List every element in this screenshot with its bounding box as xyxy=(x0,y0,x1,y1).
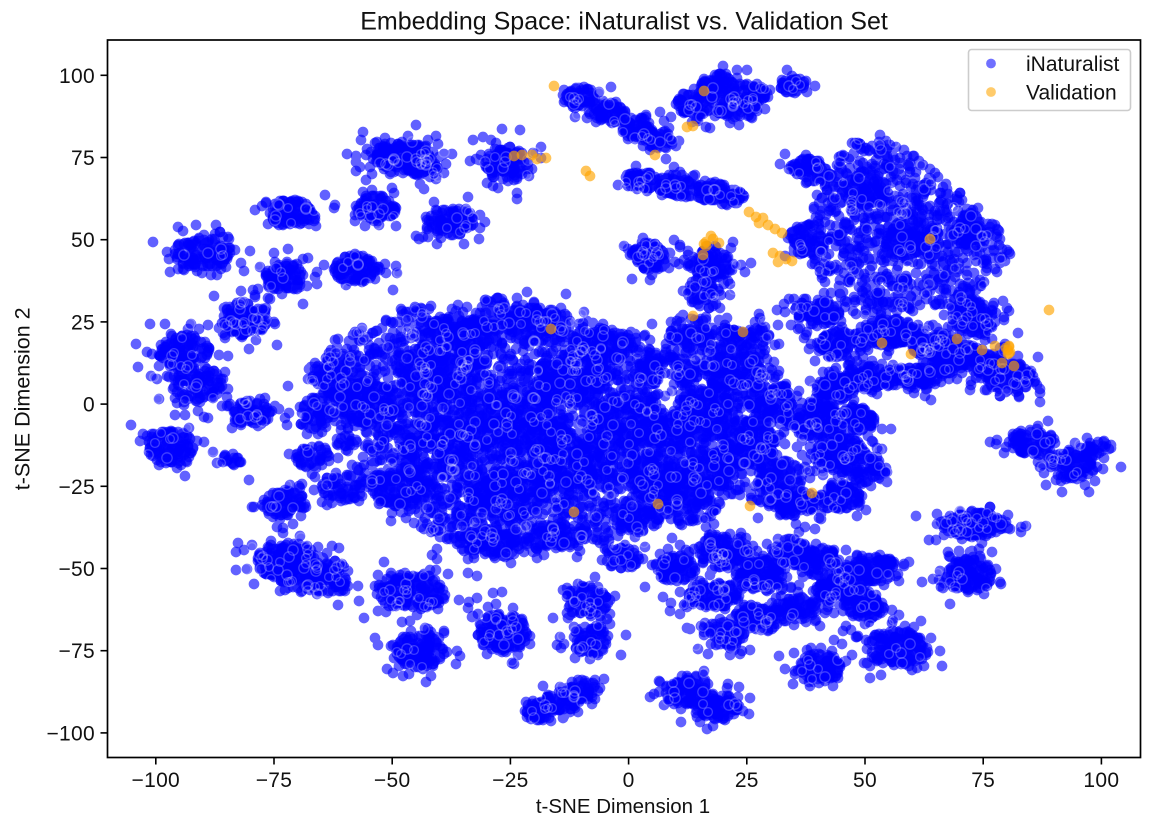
svg-text:−25: −25 xyxy=(492,769,529,792)
svg-text:75: 75 xyxy=(971,769,995,792)
svg-text:50: 50 xyxy=(853,769,877,792)
svg-text:100: 100 xyxy=(1083,769,1119,792)
svg-text:−25: −25 xyxy=(58,476,95,499)
svg-text:−50: −50 xyxy=(58,558,95,581)
svg-text:−50: −50 xyxy=(374,769,411,792)
svg-text:25: 25 xyxy=(735,769,759,792)
svg-text:iNaturalist: iNaturalist xyxy=(1026,53,1120,76)
svg-text:25: 25 xyxy=(71,311,95,334)
svg-text:100: 100 xyxy=(59,65,95,88)
svg-text:−75: −75 xyxy=(58,640,95,663)
svg-text:0: 0 xyxy=(623,769,635,792)
svg-text:−100: −100 xyxy=(46,722,95,745)
svg-text:Embedding Space: iNaturalist v: Embedding Space: iNaturalist vs. Validat… xyxy=(360,8,888,36)
svg-text:t-SNE Dimension 2: t-SNE Dimension 2 xyxy=(11,307,35,490)
svg-text:−100: −100 xyxy=(132,769,181,792)
svg-text:−75: −75 xyxy=(256,769,293,792)
svg-text:75: 75 xyxy=(71,147,95,170)
svg-text:t-SNE Dimension 1: t-SNE Dimension 1 xyxy=(536,795,710,818)
svg-text:0: 0 xyxy=(83,394,95,417)
svg-text:50: 50 xyxy=(71,229,95,252)
svg-text:Validation: Validation xyxy=(1026,81,1117,104)
